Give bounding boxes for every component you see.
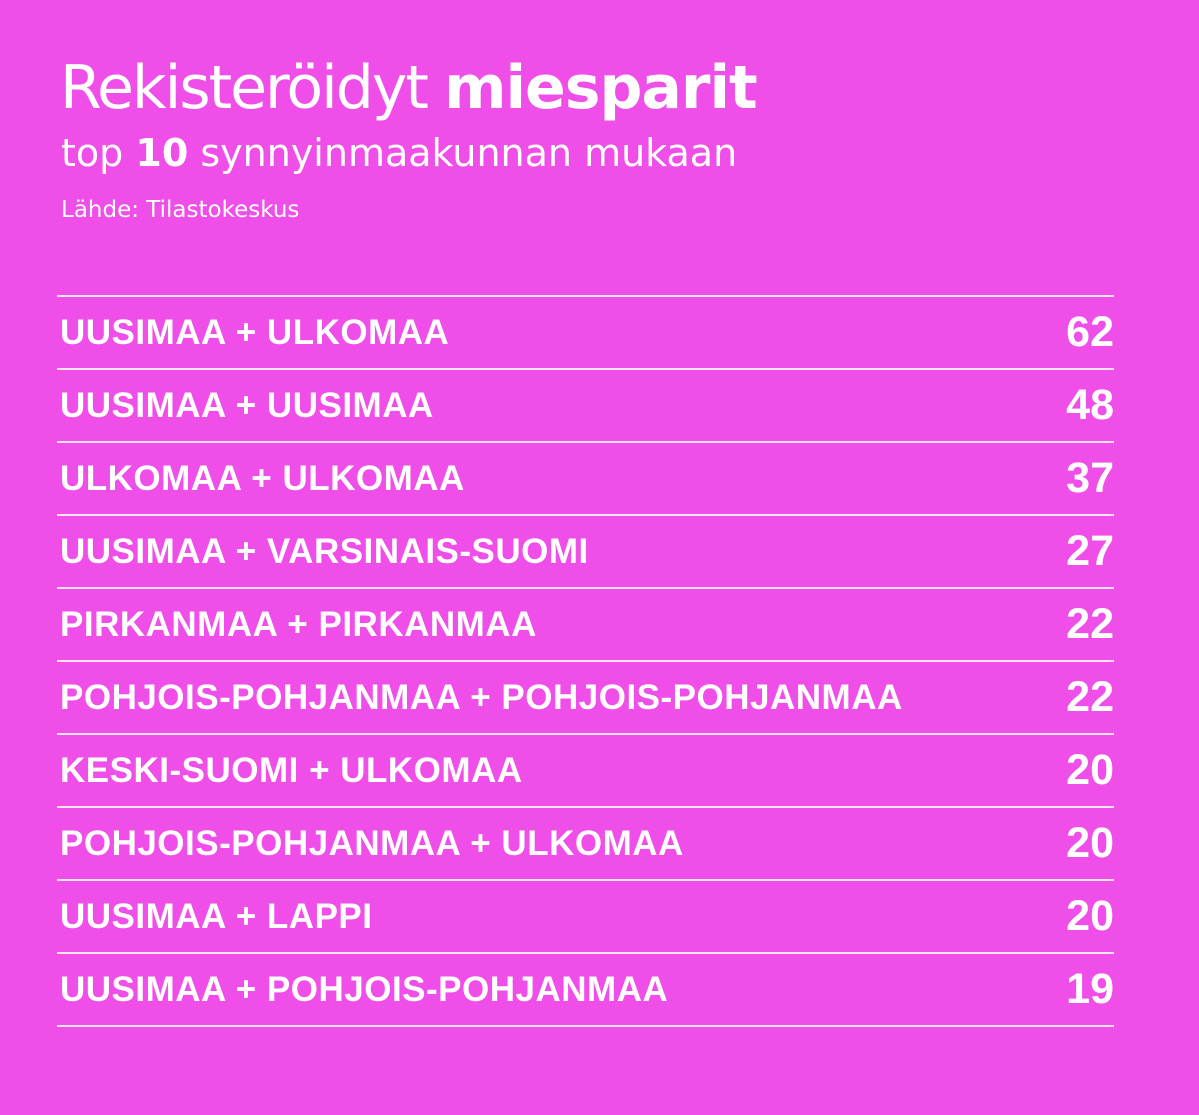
table-row: ULKOMAA + ULKOMAA 37 xyxy=(57,443,1114,516)
subtitle-pre: top xyxy=(61,131,124,175)
table-row: UUSIMAA + LAPPI 20 xyxy=(57,881,1114,954)
row-value: 20 xyxy=(1066,746,1114,794)
table-row: UUSIMAA + VARSINAIS-SUOMI 27 xyxy=(57,516,1114,589)
row-value: 20 xyxy=(1066,892,1114,940)
subtitle-number: 10 xyxy=(135,131,189,175)
row-label: UUSIMAA + LAPPI xyxy=(60,896,373,936)
row-label: KESKI-SUOMI + ULKOMAA xyxy=(60,750,523,790)
table-row: POHJOIS-POHJANMAA + POHJOIS-POHJANMAA 22 xyxy=(57,662,1114,735)
row-value: 48 xyxy=(1066,381,1114,429)
table-row: UUSIMAA + ULKOMAA 62 xyxy=(57,297,1114,370)
subtitle-post: synnyinmaakunnan mukaan xyxy=(200,131,738,175)
row-value: 27 xyxy=(1066,527,1114,575)
title-regular: Rekisteröidyt xyxy=(60,53,429,123)
row-label: PIRKANMAA + PIRKANMAA xyxy=(60,604,537,644)
row-label: UUSIMAA + UUSIMAA xyxy=(60,385,434,425)
row-value: 20 xyxy=(1066,819,1114,867)
table-row: KESKI-SUOMI + ULKOMAA 20 xyxy=(57,735,1114,808)
row-label: UUSIMAA + VARSINAIS-SUOMI xyxy=(60,531,589,571)
row-value: 22 xyxy=(1066,673,1114,721)
row-value: 22 xyxy=(1066,600,1114,648)
source-note: Lähde: Tilastokeskus xyxy=(61,197,300,223)
table-row: UUSIMAA + POHJOIS-POHJANMAA 19 xyxy=(57,954,1114,1027)
row-label: UUSIMAA + POHJOIS-POHJANMAA xyxy=(60,969,669,1009)
ranking-table: UUSIMAA + ULKOMAA 62 UUSIMAA + UUSIMAA 48 UL… xyxy=(57,295,1114,1027)
chart-title: Rekisteröidyt miesparit xyxy=(60,48,758,128)
table-row: POHJOIS-POHJANMAA + ULKOMAA 20 xyxy=(57,808,1114,881)
row-value: 19 xyxy=(1066,965,1114,1013)
row-value: 37 xyxy=(1066,454,1114,502)
row-value: 62 xyxy=(1066,308,1114,356)
title-bold: miesparit xyxy=(443,53,758,123)
row-label: ULKOMAA + ULKOMAA xyxy=(60,458,465,498)
chart-subtitle: top 10 synnyinmaakunnan mukaan xyxy=(61,128,737,178)
table-row: PIRKANMAA + PIRKANMAA 22 xyxy=(57,589,1114,662)
table-row: UUSIMAA + UUSIMAA 48 xyxy=(57,370,1114,443)
row-label: UUSIMAA + ULKOMAA xyxy=(60,312,450,352)
row-label: POHJOIS-POHJANMAA + POHJOIS-POHJANMAA xyxy=(60,677,903,717)
row-label: POHJOIS-POHJANMAA + ULKOMAA xyxy=(60,823,684,863)
